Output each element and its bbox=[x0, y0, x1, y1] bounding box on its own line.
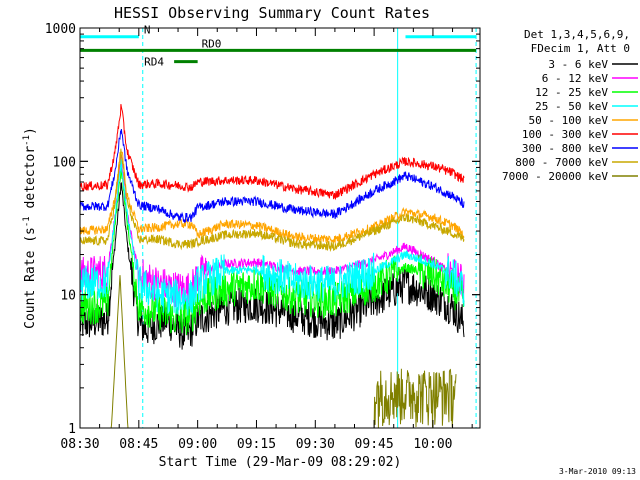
x-tick-label: 10:00 bbox=[413, 437, 452, 452]
legend-label: 100 - 300 keV bbox=[522, 128, 608, 141]
x-tick-label: 08:45 bbox=[119, 437, 158, 452]
plot-frame bbox=[79, 27, 481, 429]
legend-label: 12 - 25 keV bbox=[535, 86, 608, 99]
series-line-2 bbox=[80, 167, 465, 336]
x-tick-label: 09:00 bbox=[178, 437, 217, 452]
y-tick-label: 10 bbox=[60, 289, 76, 304]
legend-label: 25 - 50 keV bbox=[535, 100, 608, 113]
x-axis-ticks: 08:30 08:45 09:00 09:15 09:30 09:45 10:00 bbox=[60, 28, 473, 452]
legend-label: 50 - 100 keV bbox=[529, 114, 609, 127]
legend-label: 3 - 6 keV bbox=[548, 58, 608, 71]
series-line-5 bbox=[80, 104, 465, 201]
y-tick-label: 1 bbox=[68, 422, 76, 437]
series-line-7 bbox=[80, 148, 465, 252]
legend-label: 800 - 7000 keV bbox=[515, 156, 608, 169]
x-tick-label: 09:45 bbox=[355, 437, 394, 452]
chart-title: HESSI Observing Summary Count Rates bbox=[114, 4, 430, 22]
x-tick-label: 09:30 bbox=[296, 437, 335, 452]
mode-bars: N RD0 RD4 bbox=[80, 24, 477, 69]
y-tick-label: 1000 bbox=[45, 22, 76, 37]
legend-label: 300 - 800 keV bbox=[522, 142, 608, 155]
series-line-8 bbox=[80, 275, 457, 428]
series-line-0 bbox=[80, 182, 465, 350]
series-line-4 bbox=[80, 151, 465, 244]
legend-label: 7000 - 20000 keV bbox=[502, 170, 608, 183]
mode-bar-label-rd4: RD4 bbox=[144, 56, 164, 69]
footer-date: 3-Mar-2010 09:13 bbox=[559, 467, 636, 476]
legend-header-line: Det 1,3,4,5,6,9, bbox=[524, 28, 630, 41]
mode-bar-label-n: N bbox=[144, 24, 151, 37]
y-axis-label: Count Rate (s-1 detector-1) bbox=[22, 127, 38, 329]
series-line-3 bbox=[80, 159, 465, 316]
vertical-markers bbox=[79, 28, 477, 428]
x-tick-label: 09:15 bbox=[237, 437, 276, 452]
x-tick-label: 08:30 bbox=[60, 437, 99, 452]
legend-label: 6 - 12 keV bbox=[542, 72, 609, 85]
mode-bar-label-rd0: RD0 bbox=[202, 37, 222, 50]
legend: Det 1,3,4,5,6,9,FDecim 1, Att 0 3 - 6 keV… bbox=[502, 28, 638, 183]
legend-header-line: FDecim 1, Att 0 bbox=[531, 42, 630, 55]
series-line-6 bbox=[80, 129, 465, 224]
y-axis-ticks: 1 10 100 1000 bbox=[45, 22, 480, 437]
series-lines bbox=[80, 104, 465, 428]
x-axis-label: Start Time (29-Mar-09 08:29:02) bbox=[159, 455, 402, 470]
y-tick-label: 100 bbox=[53, 155, 76, 170]
